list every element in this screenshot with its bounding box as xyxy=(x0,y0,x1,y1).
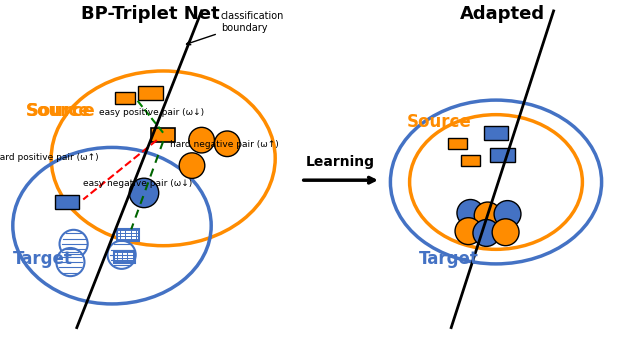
Bar xyxy=(490,148,515,162)
Ellipse shape xyxy=(214,131,240,157)
Ellipse shape xyxy=(108,241,136,269)
Bar xyxy=(461,155,480,166)
Text: Adapted: Adapted xyxy=(460,5,545,23)
Ellipse shape xyxy=(179,153,205,178)
Text: BP-Triplet Net: BP-Triplet Net xyxy=(81,5,220,23)
Text: Source: Source xyxy=(26,103,90,120)
Text: easy negative pair (ω↓): easy negative pair (ω↓) xyxy=(83,179,193,187)
Ellipse shape xyxy=(473,219,500,246)
Ellipse shape xyxy=(129,178,159,207)
Text: Learning: Learning xyxy=(306,155,375,169)
Ellipse shape xyxy=(60,230,88,258)
Ellipse shape xyxy=(56,248,84,276)
Ellipse shape xyxy=(189,127,214,153)
Bar xyxy=(114,250,136,263)
Ellipse shape xyxy=(494,201,521,228)
Text: Source: Source xyxy=(26,103,95,120)
Bar xyxy=(484,126,508,140)
Text: easy positive pair (ω↓): easy positive pair (ω↓) xyxy=(99,108,204,116)
Text: hard negative pair (ω↑): hard negative pair (ω↑) xyxy=(170,141,278,149)
Bar xyxy=(115,92,135,104)
Text: hard positive pair (ω↑): hard positive pair (ω↑) xyxy=(0,153,98,162)
Ellipse shape xyxy=(474,202,501,229)
Text: Target: Target xyxy=(419,250,479,268)
Text: Source: Source xyxy=(406,114,471,131)
Bar xyxy=(448,138,467,149)
Ellipse shape xyxy=(455,218,482,245)
Bar xyxy=(118,229,139,241)
Text: Target: Target xyxy=(13,250,73,268)
Bar xyxy=(55,195,79,209)
Ellipse shape xyxy=(457,199,484,226)
Bar xyxy=(138,86,163,100)
Bar xyxy=(151,128,175,142)
Text: classification
boundary: classification boundary xyxy=(186,11,284,45)
Ellipse shape xyxy=(492,219,519,246)
